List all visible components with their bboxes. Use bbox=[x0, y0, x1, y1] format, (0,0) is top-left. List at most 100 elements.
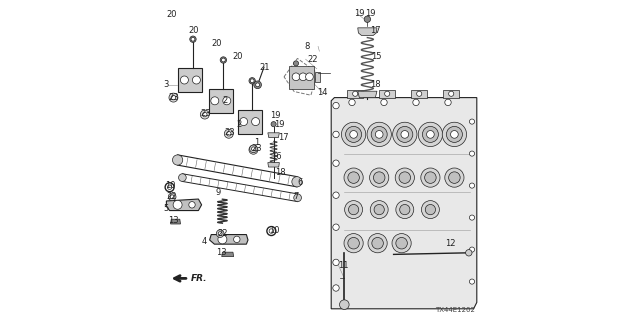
Circle shape bbox=[333, 131, 339, 138]
Circle shape bbox=[221, 58, 225, 62]
Circle shape bbox=[239, 118, 248, 126]
Text: 18: 18 bbox=[370, 80, 380, 89]
Circle shape bbox=[376, 131, 383, 138]
Circle shape bbox=[417, 91, 422, 96]
Circle shape bbox=[353, 91, 358, 96]
Polygon shape bbox=[222, 252, 234, 257]
Circle shape bbox=[449, 172, 460, 183]
Text: 20: 20 bbox=[166, 10, 177, 19]
Text: 17: 17 bbox=[278, 133, 289, 142]
Circle shape bbox=[348, 172, 360, 183]
Circle shape bbox=[344, 168, 364, 187]
Circle shape bbox=[470, 247, 475, 252]
Circle shape bbox=[333, 102, 339, 109]
Circle shape bbox=[173, 155, 183, 165]
Circle shape bbox=[191, 37, 195, 41]
Circle shape bbox=[367, 122, 392, 147]
Text: 23: 23 bbox=[168, 93, 179, 102]
Circle shape bbox=[179, 174, 186, 181]
Circle shape bbox=[333, 160, 339, 166]
Circle shape bbox=[300, 73, 307, 81]
Circle shape bbox=[333, 285, 339, 291]
Text: 13: 13 bbox=[216, 248, 227, 257]
Circle shape bbox=[200, 110, 209, 119]
Circle shape bbox=[333, 224, 339, 230]
Circle shape bbox=[339, 300, 349, 309]
Circle shape bbox=[216, 230, 224, 237]
Circle shape bbox=[294, 194, 301, 202]
Circle shape bbox=[364, 16, 371, 22]
Text: 20: 20 bbox=[232, 52, 243, 60]
Circle shape bbox=[445, 99, 451, 106]
Text: 18: 18 bbox=[275, 168, 286, 177]
Text: 1: 1 bbox=[254, 138, 260, 147]
Circle shape bbox=[172, 95, 175, 100]
Circle shape bbox=[189, 202, 195, 208]
Circle shape bbox=[306, 73, 314, 81]
Circle shape bbox=[371, 201, 388, 219]
Polygon shape bbox=[166, 199, 202, 211]
Circle shape bbox=[252, 147, 255, 151]
Text: 22: 22 bbox=[307, 55, 317, 64]
Text: 17: 17 bbox=[370, 26, 380, 35]
Text: 8: 8 bbox=[304, 42, 309, 51]
Circle shape bbox=[218, 235, 227, 244]
Text: 10: 10 bbox=[269, 226, 279, 235]
Text: 22: 22 bbox=[218, 229, 228, 238]
Text: 20: 20 bbox=[189, 26, 199, 35]
Polygon shape bbox=[210, 235, 248, 244]
Circle shape bbox=[447, 126, 463, 142]
Circle shape bbox=[381, 99, 387, 106]
Polygon shape bbox=[358, 28, 377, 36]
Polygon shape bbox=[347, 90, 364, 98]
Circle shape bbox=[419, 122, 443, 147]
Text: 21: 21 bbox=[259, 63, 269, 72]
Polygon shape bbox=[443, 90, 460, 98]
Polygon shape bbox=[315, 72, 320, 82]
Circle shape bbox=[220, 57, 227, 63]
Text: 23: 23 bbox=[224, 128, 235, 137]
Text: 12: 12 bbox=[445, 239, 455, 248]
Circle shape bbox=[170, 195, 174, 199]
Circle shape bbox=[348, 237, 360, 249]
Text: FR.: FR. bbox=[191, 274, 207, 283]
Circle shape bbox=[374, 172, 385, 183]
Circle shape bbox=[470, 279, 475, 284]
Circle shape bbox=[413, 99, 419, 106]
Circle shape bbox=[385, 91, 390, 96]
Polygon shape bbox=[170, 219, 180, 224]
Text: 11: 11 bbox=[338, 261, 348, 270]
Circle shape bbox=[372, 237, 383, 249]
Circle shape bbox=[425, 204, 435, 215]
Text: 10: 10 bbox=[165, 181, 175, 190]
Circle shape bbox=[422, 126, 438, 142]
Circle shape bbox=[250, 79, 254, 83]
Circle shape bbox=[249, 78, 255, 84]
Circle shape bbox=[370, 168, 389, 187]
Polygon shape bbox=[268, 133, 280, 138]
Circle shape bbox=[470, 215, 475, 220]
Circle shape bbox=[202, 112, 207, 117]
Circle shape bbox=[292, 73, 300, 81]
Circle shape bbox=[393, 122, 417, 147]
Circle shape bbox=[225, 129, 234, 138]
Circle shape bbox=[449, 91, 454, 96]
Circle shape bbox=[396, 168, 415, 187]
Circle shape bbox=[250, 145, 257, 153]
Circle shape bbox=[421, 168, 440, 187]
Text: 2: 2 bbox=[237, 120, 242, 129]
Text: 19: 19 bbox=[274, 120, 284, 129]
Circle shape bbox=[470, 151, 475, 156]
Circle shape bbox=[451, 131, 458, 138]
Circle shape bbox=[211, 97, 219, 105]
Circle shape bbox=[189, 36, 196, 43]
Circle shape bbox=[223, 97, 231, 105]
Circle shape bbox=[368, 234, 387, 253]
Circle shape bbox=[333, 259, 339, 266]
Circle shape bbox=[350, 131, 357, 138]
Text: 23: 23 bbox=[200, 109, 211, 118]
Circle shape bbox=[401, 131, 409, 138]
Polygon shape bbox=[412, 90, 428, 98]
Circle shape bbox=[333, 192, 339, 198]
Circle shape bbox=[466, 250, 472, 256]
